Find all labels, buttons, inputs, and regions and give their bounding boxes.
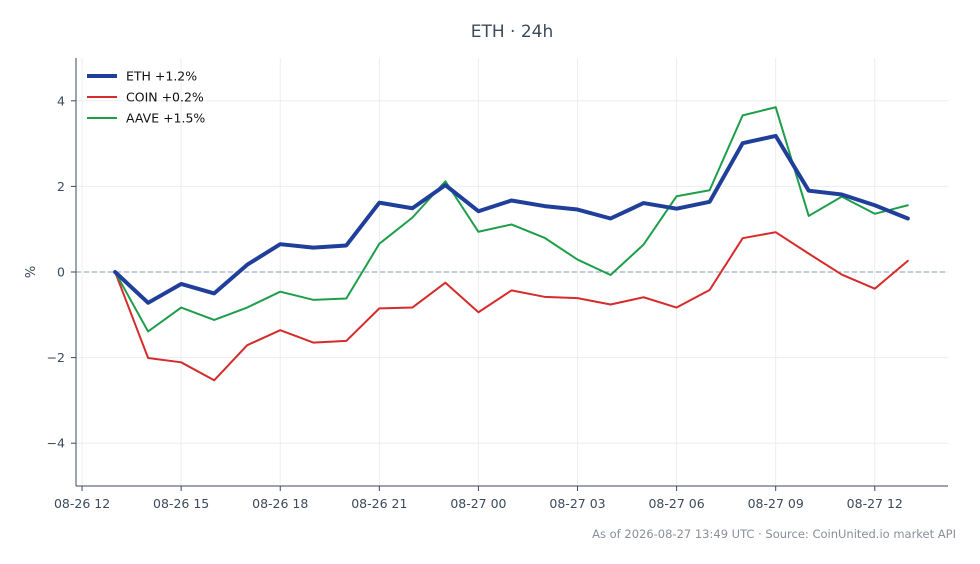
y-tick-label: −4	[47, 436, 65, 451]
series-line-coin	[114, 231, 909, 382]
x-ticks: 08-26 12 08-26 15 08-26 18 08-26 21 08-27 00…	[54, 486, 903, 511]
y-tick-label: 4	[57, 93, 65, 108]
y-ticks: −4 −2 0 2 4	[47, 93, 76, 451]
x-tick-label: 08-27 09	[748, 496, 804, 511]
x-tick-label: 08-27 12	[847, 496, 903, 511]
series-layer	[113, 106, 910, 382]
x-tick-label: 08-26 18	[252, 496, 308, 511]
y-tick-label: −2	[47, 350, 65, 365]
footer-source: As of 2026-08-27 13:49 UTC · Source: Coi…	[592, 527, 956, 541]
x-tick-label: 08-26 21	[351, 496, 407, 511]
x-tick-label: 08-27 03	[549, 496, 605, 511]
y-tick-label: 2	[57, 179, 65, 194]
series-line-aave	[114, 106, 909, 333]
x-tick-label: 08-26 12	[54, 496, 110, 511]
x-tick-label: 08-26 15	[153, 496, 209, 511]
legend: ETH +1.2% COIN +0.2% AAVE +1.5%	[87, 69, 205, 126]
legend-label: AAVE +1.5%	[126, 111, 205, 126]
series-line-eth	[113, 133, 910, 305]
chart-title: ETH · 24h	[471, 22, 554, 42]
legend-label: ETH +1.2%	[126, 69, 197, 84]
legend-label: COIN +0.2%	[126, 90, 204, 105]
y-tick-label: 0	[57, 265, 65, 280]
x-tick-label: 08-27 00	[450, 496, 506, 511]
x-tick-label: 08-27 06	[648, 496, 704, 511]
y-axis-label: %	[24, 266, 39, 278]
